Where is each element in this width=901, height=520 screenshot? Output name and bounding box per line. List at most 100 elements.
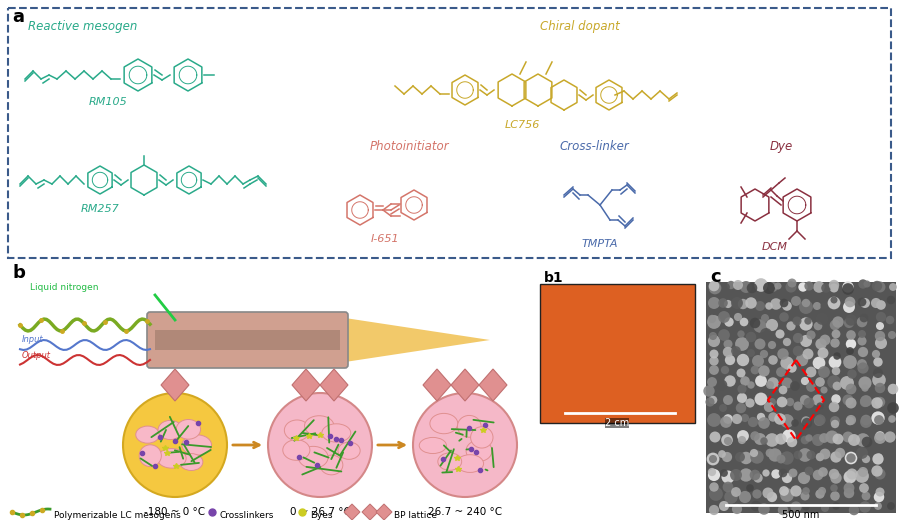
- Circle shape: [813, 394, 824, 406]
- Circle shape: [886, 316, 895, 324]
- Circle shape: [707, 413, 721, 427]
- Text: Liquid nitrogen: Liquid nitrogen: [30, 283, 98, 292]
- Ellipse shape: [139, 445, 161, 466]
- Circle shape: [805, 434, 813, 441]
- Circle shape: [791, 296, 801, 306]
- Circle shape: [719, 501, 729, 511]
- Circle shape: [860, 395, 872, 407]
- Circle shape: [747, 381, 755, 389]
- Circle shape: [413, 393, 517, 497]
- Text: 0 ~ 26.7 °C: 0 ~ 26.7 °C: [289, 507, 350, 517]
- Circle shape: [798, 472, 810, 484]
- Circle shape: [737, 330, 744, 337]
- Circle shape: [731, 487, 741, 497]
- Circle shape: [724, 414, 733, 424]
- Ellipse shape: [320, 455, 343, 475]
- Circle shape: [846, 347, 854, 355]
- Circle shape: [719, 404, 727, 412]
- Circle shape: [732, 414, 742, 424]
- Polygon shape: [423, 369, 451, 401]
- Circle shape: [731, 346, 741, 356]
- Circle shape: [709, 365, 719, 375]
- Circle shape: [857, 359, 867, 369]
- Circle shape: [815, 489, 824, 499]
- Circle shape: [790, 381, 800, 391]
- Ellipse shape: [305, 416, 334, 436]
- Circle shape: [871, 465, 883, 477]
- Circle shape: [832, 330, 841, 339]
- Circle shape: [815, 453, 824, 461]
- Circle shape: [778, 469, 787, 477]
- Circle shape: [780, 414, 794, 428]
- Circle shape: [872, 350, 880, 358]
- Circle shape: [758, 417, 769, 429]
- Circle shape: [860, 483, 869, 493]
- Circle shape: [847, 369, 857, 379]
- Circle shape: [750, 449, 758, 457]
- Circle shape: [844, 452, 858, 464]
- Circle shape: [801, 416, 811, 426]
- Circle shape: [806, 382, 816, 392]
- Circle shape: [846, 453, 856, 463]
- Circle shape: [813, 357, 825, 369]
- Circle shape: [875, 383, 886, 393]
- Circle shape: [765, 433, 778, 447]
- Ellipse shape: [458, 415, 481, 437]
- Circle shape: [787, 279, 796, 288]
- Circle shape: [874, 492, 884, 502]
- Circle shape: [754, 393, 768, 406]
- Circle shape: [705, 397, 714, 407]
- Circle shape: [763, 282, 775, 294]
- Circle shape: [858, 297, 867, 306]
- Circle shape: [861, 491, 870, 500]
- Circle shape: [860, 397, 870, 407]
- Circle shape: [769, 448, 782, 462]
- Circle shape: [889, 283, 896, 291]
- Text: TMPTA: TMPTA: [582, 239, 618, 249]
- Circle shape: [782, 473, 792, 483]
- Circle shape: [876, 322, 884, 330]
- Circle shape: [753, 473, 763, 483]
- Circle shape: [709, 332, 717, 340]
- Circle shape: [806, 330, 815, 340]
- Circle shape: [802, 418, 812, 428]
- Circle shape: [709, 505, 719, 515]
- Circle shape: [830, 491, 840, 501]
- Circle shape: [730, 469, 742, 481]
- Circle shape: [859, 279, 868, 289]
- Circle shape: [787, 321, 796, 331]
- Text: Polymerizable LC mesogens: Polymerizable LC mesogens: [54, 512, 181, 520]
- Text: Dye: Dye: [770, 140, 793, 153]
- Text: 500 nm: 500 nm: [782, 510, 820, 520]
- Ellipse shape: [179, 453, 203, 471]
- Text: DCM: DCM: [762, 242, 788, 252]
- Ellipse shape: [457, 454, 484, 473]
- Circle shape: [835, 448, 845, 458]
- Circle shape: [818, 366, 830, 378]
- Polygon shape: [320, 369, 348, 401]
- Polygon shape: [376, 504, 392, 520]
- Text: 2 cm: 2 cm: [605, 418, 629, 428]
- Text: b: b: [12, 264, 25, 282]
- Circle shape: [871, 298, 881, 308]
- Ellipse shape: [430, 413, 458, 434]
- Ellipse shape: [158, 420, 183, 439]
- Circle shape: [815, 414, 825, 425]
- Circle shape: [846, 330, 856, 340]
- Polygon shape: [292, 369, 320, 401]
- Circle shape: [829, 402, 839, 412]
- Circle shape: [759, 503, 769, 515]
- Circle shape: [885, 431, 896, 443]
- Circle shape: [801, 377, 809, 385]
- Circle shape: [775, 282, 781, 290]
- Ellipse shape: [283, 440, 310, 460]
- Circle shape: [814, 322, 823, 330]
- Circle shape: [793, 333, 803, 343]
- Circle shape: [813, 302, 821, 310]
- Circle shape: [860, 416, 872, 428]
- Circle shape: [709, 455, 717, 463]
- Circle shape: [832, 394, 841, 404]
- Circle shape: [842, 281, 853, 293]
- Ellipse shape: [157, 449, 187, 468]
- Circle shape: [779, 312, 788, 322]
